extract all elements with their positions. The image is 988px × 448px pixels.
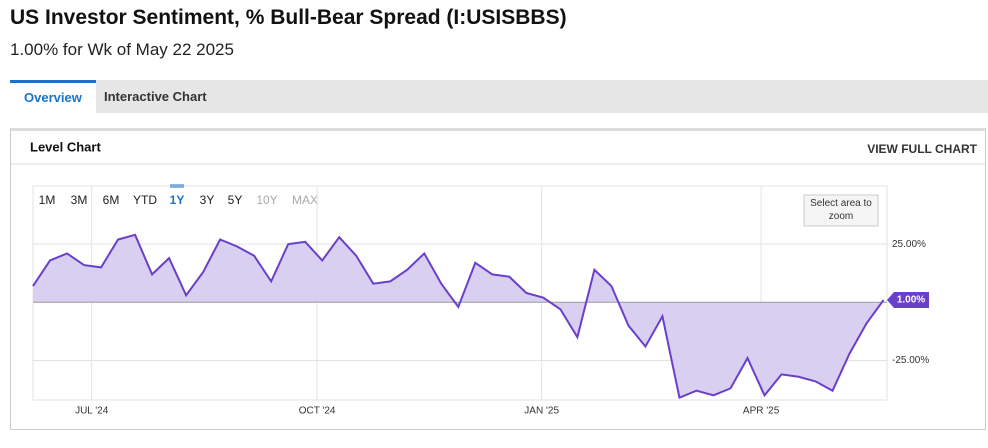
last-value-badge [887,291,929,308]
x-tick-label: JUL '24 [75,406,109,417]
range-button[interactable]: 1M [39,193,56,207]
tab[interactable]: Overview [10,80,96,113]
last-value-label: 1.00% [897,295,925,306]
zoom-hint-text: Select area to zoom [810,198,872,222]
x-tick-label: JAN '25 [524,406,559,417]
tab-bar: Overview Interactive Chart [10,80,988,113]
line [32,233,885,400]
x-tick-label: OCT '24 [299,406,336,417]
range-button[interactable]: 3Y [200,193,215,207]
y-tick-label: 25.00% [892,239,926,250]
x-tick-label: APR '25 [743,406,780,417]
range-button[interactable]: 5Y [228,193,243,207]
area-fill [33,234,884,398]
page-subtitle: 1.00% for Wk of May 22 2025 [10,40,234,59]
zoom-hint-box [803,194,879,227]
panel-title: Level Chart [30,139,101,154]
range-button[interactable]: 6M [103,193,120,207]
range-button[interactable]: 10Y [256,193,277,207]
page-title: US Investor Sentiment, % Bull-Bear Sprea… [10,6,567,29]
view-full-chart[interactable]: VIEW FULL CHART [867,142,977,156]
zoom-hint: Select area to zoom [810,198,872,222]
tab[interactable]: Interactive Chart [104,89,207,104]
chart-panel [10,128,986,430]
y-tick-label: -25.00% [892,355,929,366]
range-button[interactable]: YTD [133,193,157,207]
range-button[interactable]: 3M [71,193,88,207]
range-button[interactable]: 1Y [170,193,185,207]
range-button[interactable]: MAX [292,193,318,207]
